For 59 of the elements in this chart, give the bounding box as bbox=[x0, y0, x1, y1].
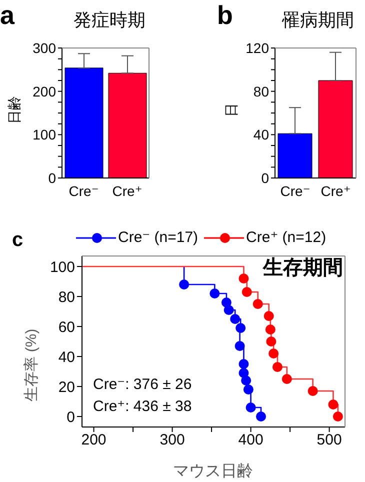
y-tick-label: 100 bbox=[32, 126, 56, 143]
x-tick-label: Cre⁺ bbox=[320, 182, 351, 199]
y-tick-label: 80 bbox=[253, 83, 270, 100]
y-tick-label: 300 bbox=[32, 40, 56, 56]
y-axis-title: 日 bbox=[223, 103, 239, 117]
point bbox=[328, 400, 338, 410]
y-tick-label: 40 bbox=[58, 348, 75, 366]
y-tick-label: 0 bbox=[261, 170, 270, 186]
y-tick-label: 200 bbox=[32, 83, 56, 100]
y-tick-label: 20 bbox=[58, 378, 75, 396]
point bbox=[243, 384, 254, 394]
point bbox=[224, 305, 234, 315]
y-tick-label: 0 bbox=[48, 170, 56, 186]
y-axis-title: 生存率 (%) bbox=[23, 328, 41, 402]
point bbox=[246, 402, 256, 412]
annotation: Cre⁻: 376 ± 26 bbox=[93, 375, 192, 395]
chart-title: 罹病期間 bbox=[281, 9, 355, 32]
point bbox=[179, 280, 190, 290]
x-tick-label: Cre⁻ bbox=[280, 182, 310, 199]
point bbox=[272, 362, 282, 372]
y-tick-label: 120 bbox=[246, 40, 270, 56]
x-tick-label: 300 bbox=[160, 432, 185, 449]
annotation: Cre⁺: 436 ± 38 bbox=[93, 397, 192, 417]
point bbox=[265, 324, 276, 334]
x-tick-label: Cre⁺ bbox=[112, 182, 142, 199]
y-tick-label: 80 bbox=[58, 288, 75, 306]
point bbox=[241, 376, 252, 386]
x-tick-label: 200 bbox=[81, 432, 106, 449]
legend-label: Cre⁺ (n=12) bbox=[246, 229, 326, 247]
point bbox=[238, 359, 249, 369]
x-tick-label: 500 bbox=[316, 432, 342, 449]
point bbox=[242, 287, 252, 297]
annotation: 生存期間 bbox=[263, 256, 343, 280]
point bbox=[230, 314, 240, 324]
chart-title: 発症時期 bbox=[72, 9, 146, 32]
legend-label: Cre⁻ (n=17) bbox=[118, 229, 198, 247]
point bbox=[252, 299, 263, 309]
point bbox=[210, 288, 220, 298]
point bbox=[332, 412, 343, 422]
point bbox=[256, 412, 266, 422]
point bbox=[238, 274, 249, 284]
y-axis-title: 日齢 bbox=[6, 96, 22, 124]
text: a bbox=[0, 0, 14, 30]
point bbox=[268, 348, 279, 358]
x-axis-title: マウス日齢 bbox=[172, 462, 254, 481]
point bbox=[308, 386, 318, 396]
text: b bbox=[217, 0, 233, 30]
point bbox=[264, 311, 274, 321]
y-tick-label: 0 bbox=[66, 408, 75, 426]
point bbox=[282, 374, 292, 384]
y-tick-label: 60 bbox=[58, 318, 75, 336]
x-tick-label: Cre⁻ bbox=[68, 182, 99, 199]
point bbox=[266, 336, 276, 346]
point bbox=[236, 323, 246, 333]
y-tick-label: 40 bbox=[253, 126, 270, 143]
y-tick-label: 100 bbox=[50, 258, 75, 276]
point bbox=[234, 341, 245, 351]
x-tick-label: 400 bbox=[238, 432, 264, 449]
text: c bbox=[12, 228, 24, 252]
